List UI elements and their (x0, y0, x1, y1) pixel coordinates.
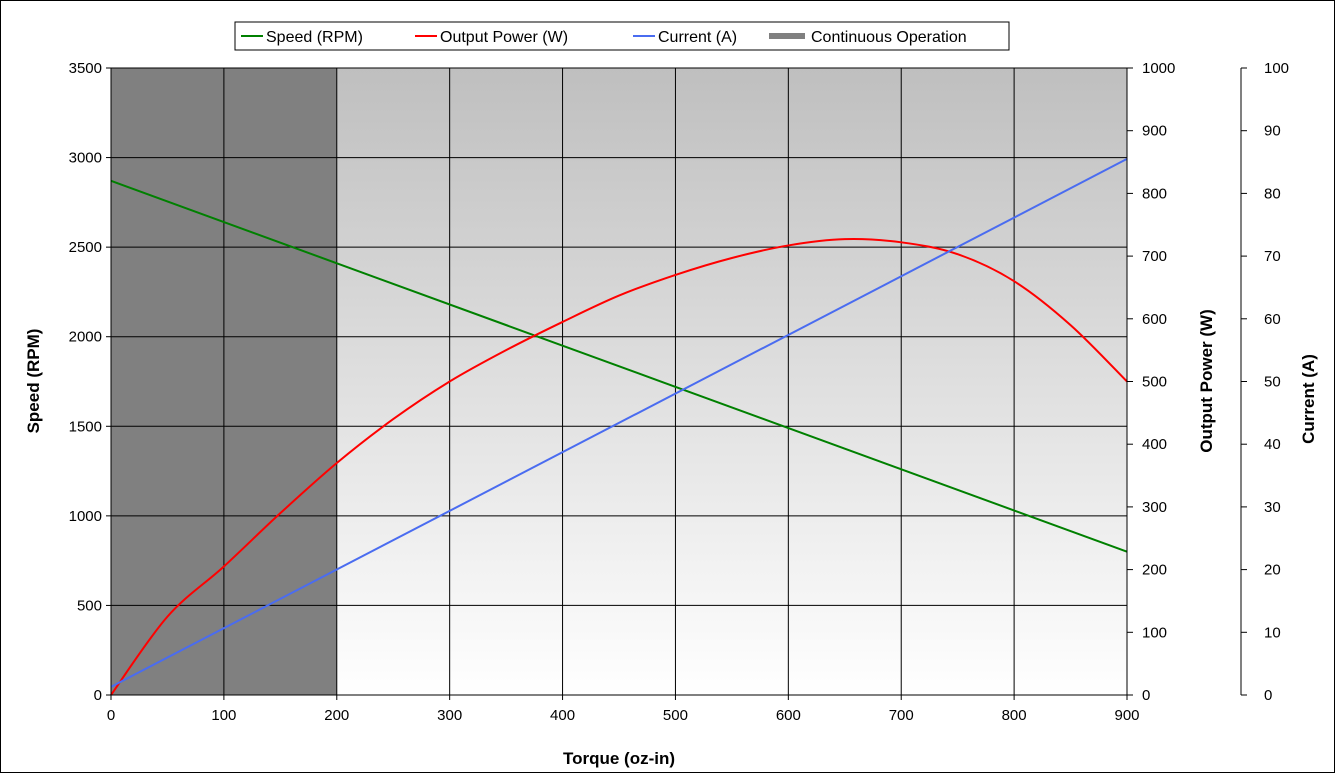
y-tick-label-current: 50 (1264, 374, 1281, 391)
y-tick-label-speed: 2500 (69, 239, 102, 256)
y-tick-label-current: 60 (1264, 311, 1281, 328)
legend-label-speed: Speed (RPM) (266, 29, 363, 46)
y-axis-title-current: Current (A) (1299, 354, 1318, 444)
x-tick-label: 200 (324, 707, 349, 724)
x-tick-label: 500 (663, 707, 688, 724)
x-tick-label: 300 (437, 707, 462, 724)
x-axis-title: Torque (oz-in) (563, 749, 675, 768)
current-line (110, 158, 1128, 688)
y-axis-title-power: Output Power (W) (1197, 309, 1216, 453)
x-tick-label: 0 (107, 707, 115, 724)
legend-box (234, 21, 1010, 51)
y-axis-title-speed: Speed (RPM) (24, 329, 43, 434)
y-tick-label-power: 600 (1142, 311, 1167, 328)
y-tick-label-current: 100 (1264, 60, 1289, 77)
x-tick-label: 600 (776, 707, 801, 724)
y-tick-label-current: 10 (1264, 624, 1281, 641)
y-tick-label-power: 300 (1142, 499, 1167, 516)
y-tick-label-current: 40 (1264, 436, 1281, 453)
y-tick-label-power: 700 (1142, 248, 1167, 265)
x-tick-label: 100 (211, 707, 236, 724)
y-tick-label-current: 70 (1264, 248, 1281, 265)
y-tick-label-speed: 1500 (69, 418, 102, 435)
y-tick-label-power: 400 (1142, 436, 1167, 453)
y-tick-label-current: 30 (1264, 499, 1281, 516)
y-tick-label-speed: 3500 (69, 60, 102, 77)
y-tick-label-current: 80 (1264, 185, 1281, 202)
x-tick-label: 900 (1114, 707, 1139, 724)
legend-label-power: Output Power (W) (440, 29, 568, 46)
y-tick-label-power: 1000 (1142, 60, 1175, 77)
y-tick-label-power: 500 (1142, 374, 1167, 391)
y-tick-label-current: 20 (1264, 562, 1281, 579)
x-tick-label: 400 (550, 707, 575, 724)
y-tick-label-power: 200 (1142, 562, 1167, 579)
y-tick-label-current: 0 (1264, 687, 1272, 704)
y-tick-label-speed: 0 (94, 687, 102, 704)
y-tick-label-speed: 1000 (69, 508, 102, 525)
speed-line (110, 179, 1128, 553)
y-tick-label-speed: 500 (77, 597, 102, 614)
legend: Speed (RPM) Output Power (W) Current (A)… (234, 21, 1010, 51)
y-tick-label-power: 100 (1142, 624, 1167, 641)
legend-label-continuous: Continuous Operation (811, 29, 967, 46)
y-tick-label-power: 0 (1142, 687, 1150, 704)
y-tick-label-power: 900 (1142, 123, 1167, 140)
output-power-line (110, 238, 1128, 696)
x-tick-label: 700 (889, 707, 914, 724)
y-tick-label-power: 800 (1142, 185, 1167, 202)
x-tick-label: 800 (1002, 707, 1027, 724)
y-tick-label-speed: 2000 (69, 329, 102, 346)
legend-label-current: Current (A) (658, 29, 737, 46)
y-tick-label-current: 90 (1264, 123, 1281, 140)
y-tick-label-speed: 3000 (69, 150, 102, 167)
